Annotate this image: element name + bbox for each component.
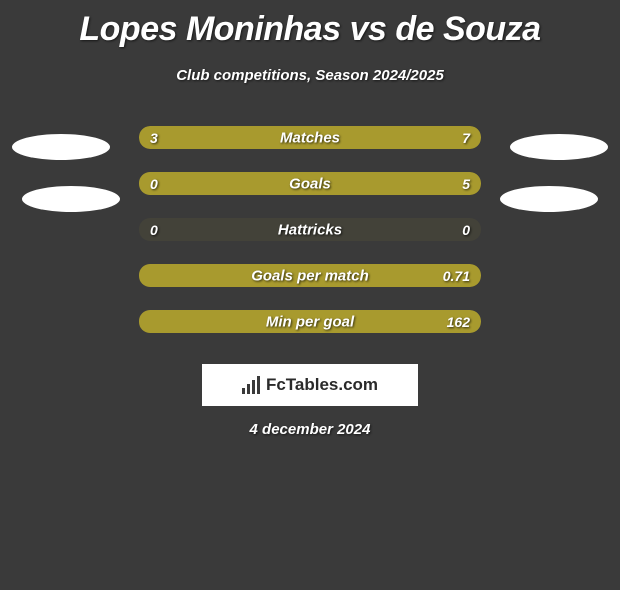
- stat-row: Hattricks 0 0: [0, 218, 620, 241]
- date-label: 4 december 2024: [250, 421, 371, 438]
- stat-label: Hattricks: [278, 221, 342, 238]
- stat-row: Goals per match 0.71: [0, 264, 620, 287]
- stat-label: Goals: [289, 175, 331, 192]
- bar-track: Goals: [139, 172, 481, 195]
- stat-row: Min per goal 162: [0, 310, 620, 333]
- fctables-logo-link[interactable]: FcTables.com: [202, 364, 418, 406]
- bar-track: Goals per match: [139, 264, 481, 287]
- stat-right-value: 7: [462, 130, 470, 146]
- bar-track: Hattricks: [139, 218, 481, 241]
- stat-label: Matches: [280, 129, 340, 146]
- logo-text: FcTables.com: [266, 375, 378, 395]
- stat-left-value: 3: [150, 130, 158, 146]
- stat-right-value: 5: [462, 176, 470, 192]
- stat-left-value: 0: [150, 176, 158, 192]
- stat-right-value: 0: [462, 222, 470, 238]
- logo-bars-icon: [242, 376, 260, 394]
- stat-left-value: 0: [150, 222, 158, 238]
- page-title: Lopes Moninhas vs de Souza: [0, 10, 620, 49]
- stat-label: Min per goal: [266, 313, 354, 330]
- stat-label: Goals per match: [251, 267, 369, 284]
- bar-track: Min per goal: [139, 310, 481, 333]
- stat-right-value: 0.71: [443, 268, 470, 284]
- bar-track: Matches: [139, 126, 481, 149]
- bar-right-fill: [242, 126, 481, 149]
- subtitle: Club competitions, Season 2024/2025: [0, 67, 620, 84]
- stat-right-value: 162: [447, 314, 470, 330]
- player-badge-ellipse: [510, 134, 608, 160]
- player-badge-ellipse: [12, 134, 110, 160]
- player-badge-ellipse: [500, 186, 598, 212]
- player-badge-ellipse: [22, 186, 120, 212]
